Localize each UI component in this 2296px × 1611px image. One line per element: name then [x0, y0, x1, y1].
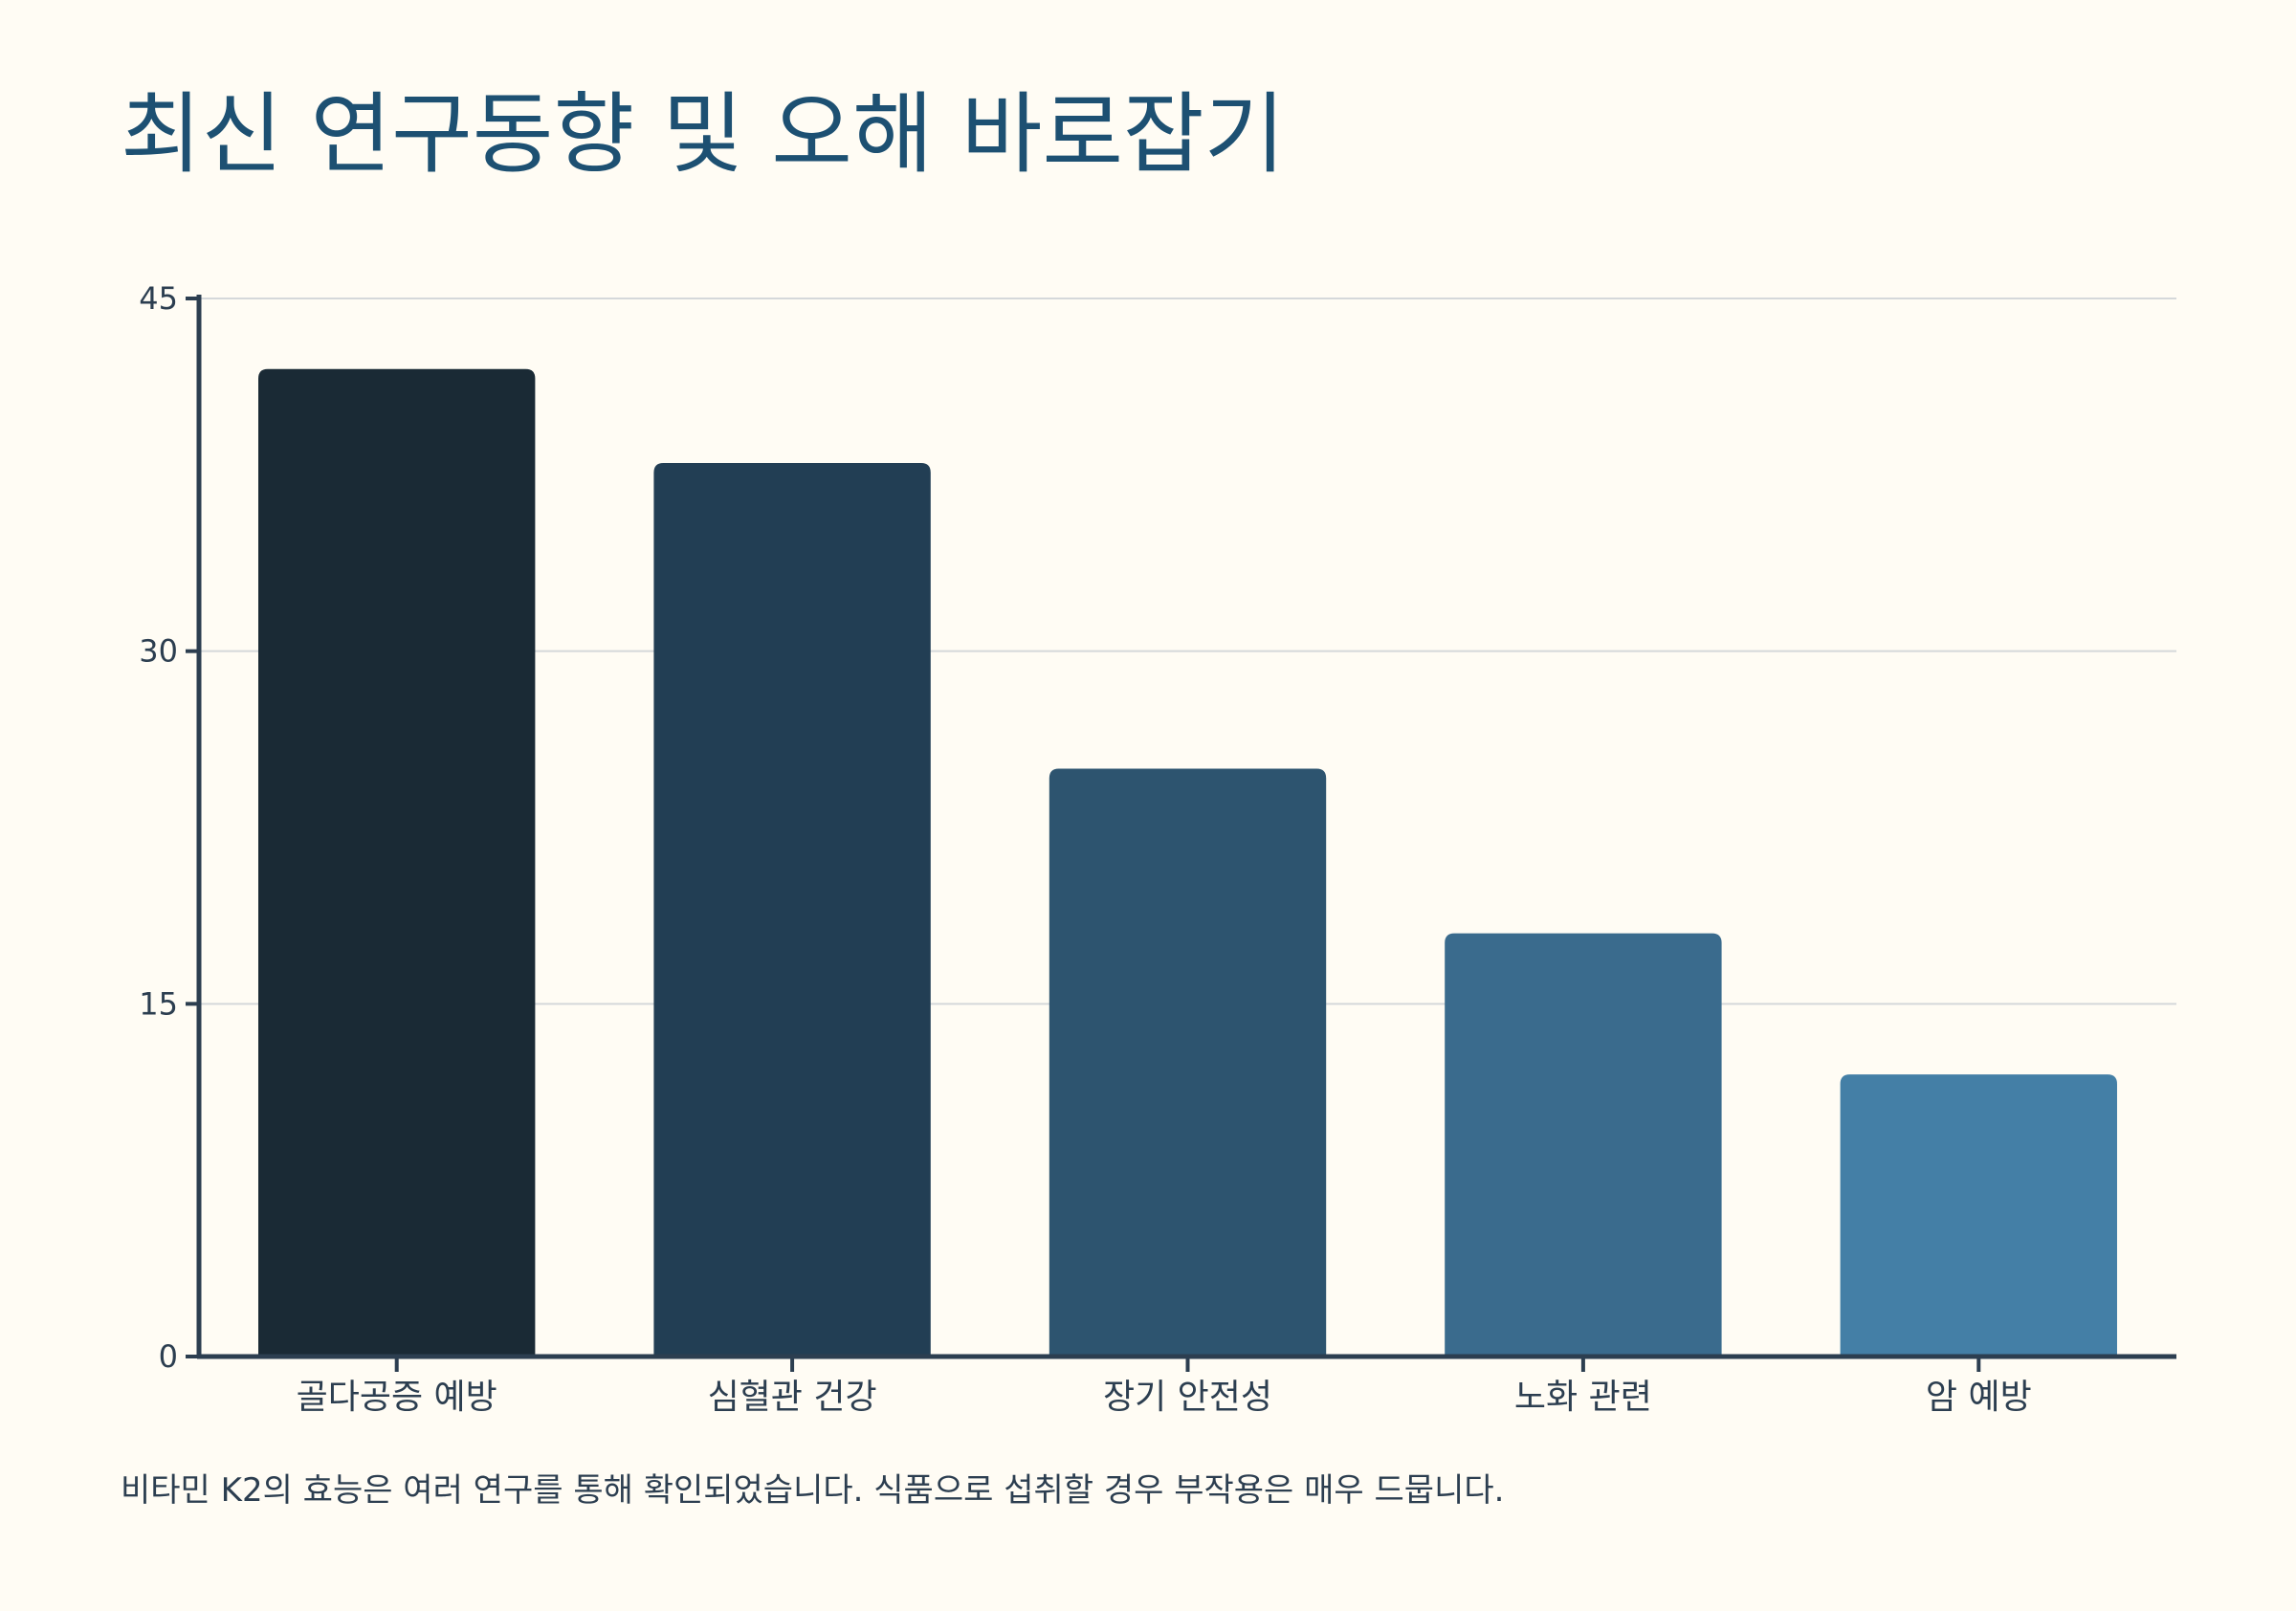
y-tick-label: 30 [139, 633, 178, 670]
y-tick-label: 15 [139, 985, 178, 1022]
x-tick-label: 노화 관련 [1514, 1378, 1652, 1417]
x-tick-label: 심혈관 건강 [708, 1378, 877, 1417]
axes [186, 295, 2176, 1372]
x-tick-label: 골다공증 예방 [297, 1378, 497, 1417]
bar [653, 463, 931, 1357]
bar [1445, 933, 1722, 1357]
page-title: 최신 연구동향 및 오해 바로잡기 [121, 83, 1286, 186]
y-tick-label: 45 [139, 280, 178, 317]
bar [1049, 768, 1327, 1357]
tick-labels: 0 15 30 45 골다공증 예방 심혈관 건강 장기 안전성 노화 관련 암 예방 [139, 280, 2031, 1417]
bar [1840, 1074, 2117, 1357]
bar [258, 368, 536, 1357]
chart-footnote: 비타민 K2의 효능은 여러 연구를 통해 확인되었습니다. 식품으로 섭취할 … [121, 1471, 1505, 1510]
x-tick-label: 암 예방 [1926, 1378, 2032, 1417]
bars [258, 368, 2117, 1357]
y-tick-label: 0 [159, 1338, 178, 1375]
x-tick-label: 장기 안전성 [1103, 1378, 1272, 1417]
